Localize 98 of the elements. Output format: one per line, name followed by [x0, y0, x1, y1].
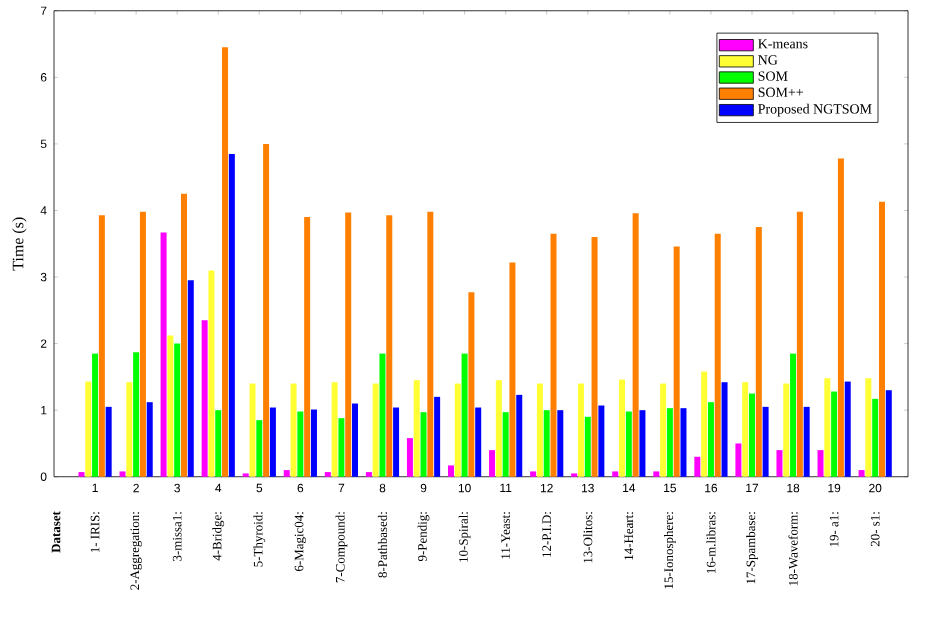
bar	[694, 456, 701, 477]
bar	[742, 381, 749, 477]
bar	[310, 409, 317, 477]
bar	[338, 417, 345, 477]
bar	[666, 407, 673, 477]
bar	[454, 383, 461, 477]
bar	[796, 211, 803, 477]
bar	[612, 471, 619, 477]
bar	[803, 406, 810, 477]
bar	[660, 383, 667, 477]
bar	[619, 379, 626, 477]
bar	[304, 216, 311, 477]
bar	[283, 469, 290, 477]
bar	[146, 401, 153, 477]
bar	[133, 351, 140, 477]
bar	[495, 379, 502, 477]
bar	[222, 46, 229, 477]
bar	[735, 443, 742, 477]
bar	[598, 405, 605, 477]
bar	[160, 232, 167, 477]
bar	[516, 394, 523, 477]
bar	[707, 401, 714, 477]
bar	[762, 406, 769, 477]
bar	[577, 383, 584, 477]
bar	[475, 407, 482, 477]
bar	[331, 381, 338, 477]
bar	[78, 471, 85, 477]
bar	[85, 381, 92, 477]
bar	[249, 383, 256, 477]
bar	[783, 383, 790, 477]
bar	[92, 353, 99, 477]
bar	[543, 409, 550, 477]
bar	[653, 471, 660, 477]
bar	[228, 153, 235, 477]
bar	[755, 226, 762, 477]
bar	[749, 393, 755, 477]
bar	[201, 319, 208, 477]
bar	[714, 233, 721, 477]
bar	[269, 407, 276, 477]
bar	[187, 279, 194, 477]
bar	[427, 211, 434, 477]
bar	[98, 214, 105, 477]
bar	[345, 212, 352, 477]
bar	[584, 416, 591, 477]
bar	[837, 158, 844, 477]
bar	[406, 437, 413, 477]
bar	[208, 270, 215, 477]
bar	[557, 409, 564, 477]
bar	[824, 377, 831, 477]
bar	[673, 246, 680, 477]
bar	[550, 233, 557, 477]
bar	[701, 371, 708, 477]
bar	[263, 143, 270, 477]
bar	[878, 201, 885, 477]
bar	[393, 407, 400, 477]
bar	[831, 391, 838, 477]
bar	[119, 471, 126, 477]
bar	[865, 377, 872, 477]
bar	[872, 398, 879, 477]
bar	[126, 381, 133, 477]
bar	[139, 211, 146, 477]
bar	[413, 379, 420, 477]
bar	[489, 449, 496, 477]
bar	[297, 411, 304, 477]
bar	[379, 353, 386, 477]
bar	[502, 411, 509, 477]
bar	[365, 471, 372, 477]
bar	[632, 212, 639, 477]
bar	[324, 471, 331, 477]
bar	[447, 465, 454, 477]
bar	[468, 291, 475, 477]
bar	[420, 411, 427, 477]
bar	[167, 335, 174, 477]
bar	[174, 343, 181, 477]
bar	[817, 449, 824, 477]
bar	[790, 353, 797, 477]
bar	[680, 407, 687, 477]
bar	[372, 383, 379, 477]
bar	[625, 411, 632, 477]
bar	[105, 406, 112, 477]
bar	[721, 381, 728, 477]
bar	[386, 214, 393, 477]
bar	[180, 193, 187, 477]
bar	[352, 403, 359, 477]
bar	[639, 409, 646, 477]
bar	[591, 236, 598, 477]
bar	[776, 449, 783, 477]
bar	[461, 353, 468, 477]
bar	[215, 409, 222, 477]
bar	[844, 381, 851, 477]
bar	[885, 389, 892, 477]
bar	[509, 262, 516, 477]
bar	[256, 419, 263, 477]
bar	[434, 396, 441, 477]
bar	[290, 383, 297, 477]
bar	[858, 469, 865, 477]
bar	[536, 383, 543, 477]
bar	[530, 471, 537, 477]
